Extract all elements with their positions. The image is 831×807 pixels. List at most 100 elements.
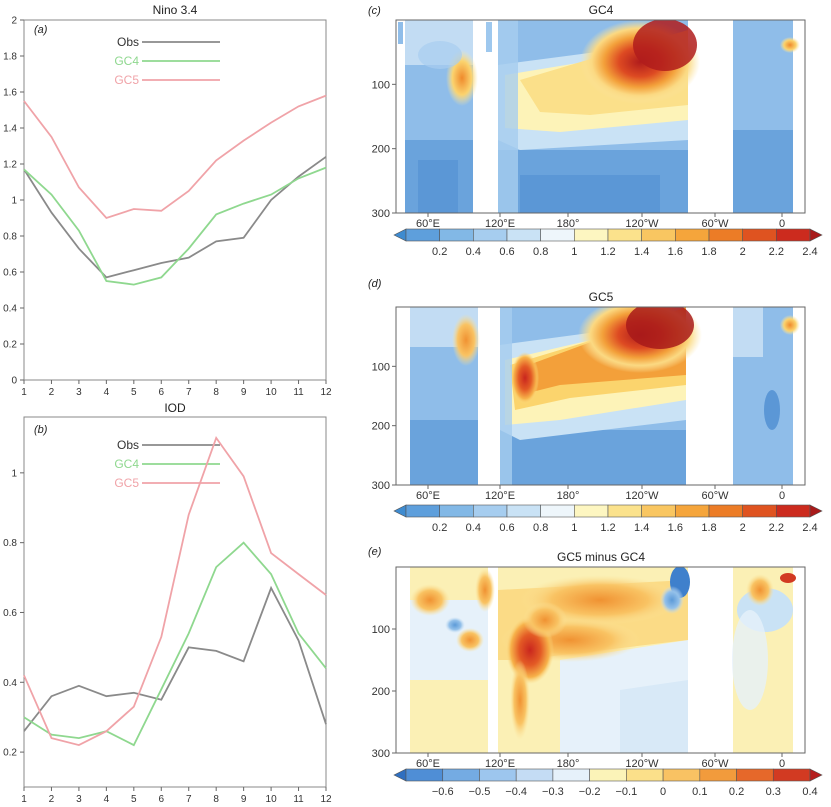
colorbar-tick-label: 2.2 — [769, 246, 784, 258]
y-tick-label: 0.2 — [3, 748, 17, 759]
colorbar-high-arrow — [809, 768, 823, 782]
colorbar-bin — [442, 768, 480, 782]
y-tick-label: 1 — [11, 196, 17, 207]
colorbar-tick-label: 0.8 — [533, 522, 548, 534]
series-line-gc4 — [23, 166, 327, 286]
x-tick-label: 1 — [21, 387, 27, 398]
legend-label-obs: Obs — [117, 35, 139, 49]
y-tick-label: 2 — [11, 16, 17, 27]
colorbar-bin — [708, 504, 743, 518]
legend-label-gc5: GC5 — [114, 476, 139, 490]
colorbar-tick-label: 0.2 — [432, 246, 447, 258]
colorbar-tick-label: 0.3 — [766, 786, 781, 798]
panel-e-difference: GC5 minus GC4 (e) — [368, 546, 806, 754]
x-tick-label: 6 — [158, 387, 164, 398]
colorbar-high-arrow — [809, 504, 823, 518]
x-tick-label: 3 — [76, 794, 82, 805]
colorbar-low-arrow — [393, 768, 407, 782]
panel-c-gc4: GC4 (c) — [368, 3, 806, 214]
colorbar-tick-label: 1.4 — [634, 246, 649, 258]
colorbar-tick-label: 0.4 — [466, 522, 481, 534]
x-tick-label: 0 — [779, 758, 785, 770]
series-line-gc4 — [23, 541, 327, 747]
x-tick-label: 2 — [49, 794, 55, 805]
x-tick-label: 4 — [104, 387, 110, 398]
colorbar-tick-label: 1.6 — [668, 522, 683, 534]
colorbar-tick-label: 0.2 — [432, 522, 447, 534]
y-tick-label: 0.6 — [3, 608, 17, 619]
panel-d-title: GC5 — [589, 290, 614, 304]
series-line-obs — [23, 585, 327, 732]
panel-e-field — [396, 567, 805, 753]
x-tick-label: 60°W — [701, 758, 729, 770]
colorbar-tick-label: 0.4 — [802, 786, 817, 798]
colorbar-tick-label: −0.3 — [542, 786, 564, 798]
x-tick-label: 60°W — [701, 218, 729, 230]
colorbar-tick-label: −0.4 — [505, 786, 527, 798]
x-tick-label: 60°E — [416, 218, 440, 230]
legend-label-obs: Obs — [117, 438, 139, 452]
series-line-gc5 — [23, 435, 327, 747]
x-tick-label: 7 — [186, 794, 192, 805]
x-tick-label: 0 — [779, 490, 785, 502]
panel-b-frame — [23, 416, 327, 788]
colorbar-tick-label: 0.6 — [499, 522, 514, 534]
x-tick-label: 120°E — [485, 758, 515, 770]
panel-c-colorbar: 0.20.40.60.811.21.41.61.822.22.42.6 — [393, 228, 823, 258]
colorbar-tick-label: 0.4 — [466, 246, 481, 258]
y-tick-label: 0.8 — [3, 232, 17, 243]
colorbar-low-arrow — [393, 504, 407, 518]
colorbar-bin — [699, 768, 737, 782]
x-tick-label: 8 — [213, 794, 219, 805]
x-tick-label: 11 — [293, 794, 304, 805]
panel-a-title: Nino 3.4 — [153, 3, 198, 17]
y-tick-label: 200 — [372, 686, 390, 698]
y-tick-label: 0.4 — [3, 304, 17, 315]
x-tick-label: 3 — [76, 387, 82, 398]
panel-a-label: (a) — [34, 24, 48, 36]
colorbar-tick-label: 1.6 — [668, 246, 683, 258]
x-tick-label: 120°E — [485, 490, 515, 502]
colorbar-bin — [589, 768, 627, 782]
panel-a-marks: 00.20.40.60.811.21.41.61.821 2 3 4 5 6 7 8 9 10 11… — [3, 16, 332, 399]
colorbar-bin — [540, 504, 575, 518]
colorbar-high-arrow — [809, 228, 823, 242]
colorbar-tick-label: 0.8 — [533, 246, 548, 258]
colorbar-bin — [675, 504, 710, 518]
panel-d-label: (d) — [368, 278, 382, 290]
y-tick-label: 0.6 — [3, 268, 17, 279]
colorbar-bin — [479, 768, 517, 782]
panel-d-frame — [395, 306, 806, 486]
colorbar-bin — [405, 228, 440, 242]
colorbar-bin — [574, 504, 609, 518]
colorbar-tick-label: −0.5 — [469, 786, 491, 798]
colorbar-bin — [708, 228, 743, 242]
colorbar-bin — [506, 504, 541, 518]
x-tick-label: 9 — [241, 387, 247, 398]
colorbar-bin — [439, 228, 474, 242]
colorbar-bin — [506, 228, 541, 242]
panel-d-field — [396, 307, 805, 485]
x-tick-label: 10 — [266, 794, 278, 805]
x-tick-label: 2 — [49, 387, 55, 398]
y-tick-label: 1.4 — [3, 124, 17, 135]
series-line-gc5 — [23, 94, 327, 220]
y-tick-label: 0 — [11, 376, 17, 387]
y-tick-label: 1.6 — [3, 88, 17, 99]
colorbar-bin — [742, 228, 777, 242]
x-tick-label: 120°W — [625, 218, 659, 230]
x-tick-label: 5 — [131, 794, 137, 805]
x-tick-label: 4 — [104, 794, 110, 805]
x-tick-label: 180° — [557, 218, 580, 230]
x-tick-label: 180° — [557, 490, 580, 502]
panel-e-label: (e) — [368, 546, 382, 558]
colorbar-bin — [626, 768, 664, 782]
colorbar-tick-label: −0.1 — [616, 786, 638, 798]
colorbar-tick-label: 2 — [740, 522, 746, 534]
panel-b-title: IOD — [164, 401, 186, 415]
colorbar-tick-label: 2.4 — [802, 246, 817, 258]
colorbar-tick-label: 1 — [571, 522, 577, 534]
colorbar-tick-label: 1.8 — [701, 246, 716, 258]
x-tick-label: 60°E — [416, 758, 440, 770]
